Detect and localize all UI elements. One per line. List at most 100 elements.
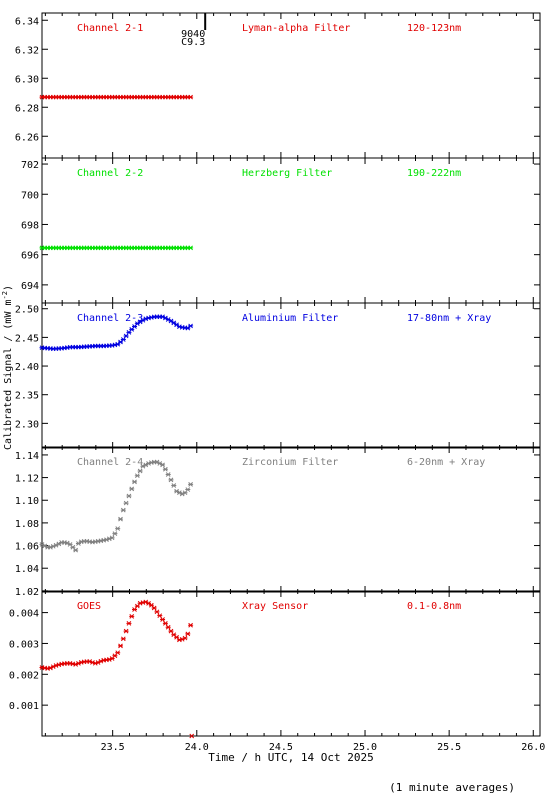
y-axis-title-sup: -2	[1, 291, 9, 299]
data-point	[123, 500, 129, 506]
y-tick-label: 0.001	[9, 701, 39, 712]
panel-frame	[41, 590, 541, 737]
data-point	[115, 526, 121, 531]
data-point	[188, 94, 194, 100]
y-tick-label: 696	[21, 251, 39, 262]
panel-4: 1.02 1.04 1.06 1.08 1.10 1.12 1.14 Channel 2-4 Z…	[15, 446, 541, 598]
panel-frame	[41, 302, 541, 449]
data-point	[123, 333, 129, 339]
data-point	[129, 614, 135, 619]
y-tick-label: 2.45	[15, 333, 39, 344]
y-tick-label: 0.003	[9, 639, 39, 650]
data-point	[120, 507, 126, 513]
data-point	[120, 636, 126, 642]
panel-filter-label: Lyman-alpha Filter	[242, 23, 350, 34]
y-tick-label: 1.08	[15, 519, 39, 530]
y-axis-title: Calibrated Signal / (mW m-2)	[1, 285, 14, 450]
y-tick-label: 1.12	[15, 474, 39, 485]
y-tick-label: 694	[21, 281, 39, 292]
averaging-footnote: (1 minute averages)	[389, 781, 515, 794]
panel-band-label: 190-222nm	[407, 168, 461, 179]
data-point	[120, 337, 126, 342]
data-point	[174, 322, 180, 328]
data-point	[132, 479, 138, 485]
y-tick-label: 1.06	[15, 542, 39, 553]
panel-band-label: 120-123nm	[407, 23, 461, 34]
x-tick-label: 24.5	[269, 742, 293, 753]
y-tick-label: 0.002	[9, 670, 39, 681]
data-point	[162, 466, 168, 472]
panel-channel-label: Channel 2-4	[77, 457, 143, 468]
panel-channel-label: Channel 2-3	[77, 313, 143, 324]
data-point	[168, 628, 174, 634]
y-tick-label: 2.50	[15, 305, 39, 316]
data-point	[171, 320, 177, 326]
panel-filter-label: Xray Sensor	[242, 601, 308, 612]
data-point	[171, 483, 177, 488]
y-tick-label: 0.004	[9, 609, 39, 620]
panel-channel-label: GOES	[77, 601, 101, 612]
data-point	[126, 621, 132, 626]
data-point	[126, 493, 132, 499]
y-tick-label: 700	[21, 190, 39, 201]
panel-frame	[41, 446, 541, 593]
x-tick-label: 24.0	[185, 742, 209, 753]
y-tick-label: 6.32	[15, 45, 39, 56]
data-point	[188, 622, 194, 628]
y-tick-label: 2.35	[15, 391, 39, 402]
data-point	[134, 473, 140, 479]
data-point	[188, 245, 194, 251]
y-tick-label: 1.02	[15, 587, 39, 598]
y-tick-label: 1.04	[15, 564, 39, 575]
data-point	[185, 487, 191, 492]
y-axis-title-main: Calibrated Signal / (mW m	[3, 299, 14, 450]
y-tick-label: 1.14	[15, 451, 39, 462]
panel-2: 694 696 698 700 702 Channel 2-2 Herzberg Filte…	[21, 157, 541, 304]
panel-band-label: 6-20nm + Xray	[407, 457, 485, 468]
panel-filter-label: Herzberg Filter	[242, 168, 332, 179]
data-point	[188, 323, 194, 329]
event-marker-label-1: 9040	[181, 29, 205, 40]
data-point	[154, 609, 160, 615]
x-axis-title: Time / h UTC, 14 Oct 2025	[208, 751, 374, 764]
data-point	[165, 624, 171, 630]
data-point	[146, 600, 152, 606]
data-point	[129, 486, 135, 492]
panel-channel-label: Channel 2-2	[77, 168, 143, 179]
data-point	[189, 733, 195, 739]
data-point	[185, 631, 191, 637]
x-tick-label: 25.5	[437, 742, 461, 753]
data-point	[123, 628, 129, 634]
y-tick-label: 6.34	[15, 16, 39, 27]
y-tick-label: 698	[21, 220, 39, 231]
y-tick-label: 6.28	[15, 103, 39, 114]
panel-3: 2.30 2.35 2.40 2.45 2.50 Channel 2-3 Aluminium…	[15, 302, 541, 449]
data-point	[109, 535, 115, 541]
panel-1: 6.26 6.28 6.30 6.32 6.34 Channel 2-1 Lyman-alp…	[15, 12, 541, 159]
data-point	[160, 617, 166, 622]
data-point	[151, 605, 157, 611]
y-tick-label: 2.30	[15, 419, 39, 430]
data-point	[137, 468, 143, 474]
y-tick-label: 702	[21, 160, 39, 171]
data-point	[160, 462, 166, 468]
panel-filter-label: Zirconium Filter	[242, 457, 338, 468]
x-tick-label: 25.0	[353, 742, 377, 753]
panel-frame	[41, 12, 541, 159]
data-point	[115, 650, 121, 656]
data-point	[182, 635, 188, 641]
data-point	[157, 613, 163, 619]
y-tick-label: 6.26	[15, 132, 39, 143]
y-axis-title-close: )	[3, 285, 14, 291]
data-point	[118, 516, 124, 522]
data-point	[112, 531, 118, 536]
panel-band-label: 17-80nm + Xray	[407, 313, 491, 324]
event-marker: 9040 C9.3	[181, 13, 207, 48]
data-point	[118, 643, 124, 649]
data-point	[188, 482, 194, 487]
event-marker-label-2: C9.3	[181, 37, 205, 48]
y-tick-label: 1.10	[15, 496, 39, 507]
y-tick-label: 2.40	[15, 362, 39, 373]
